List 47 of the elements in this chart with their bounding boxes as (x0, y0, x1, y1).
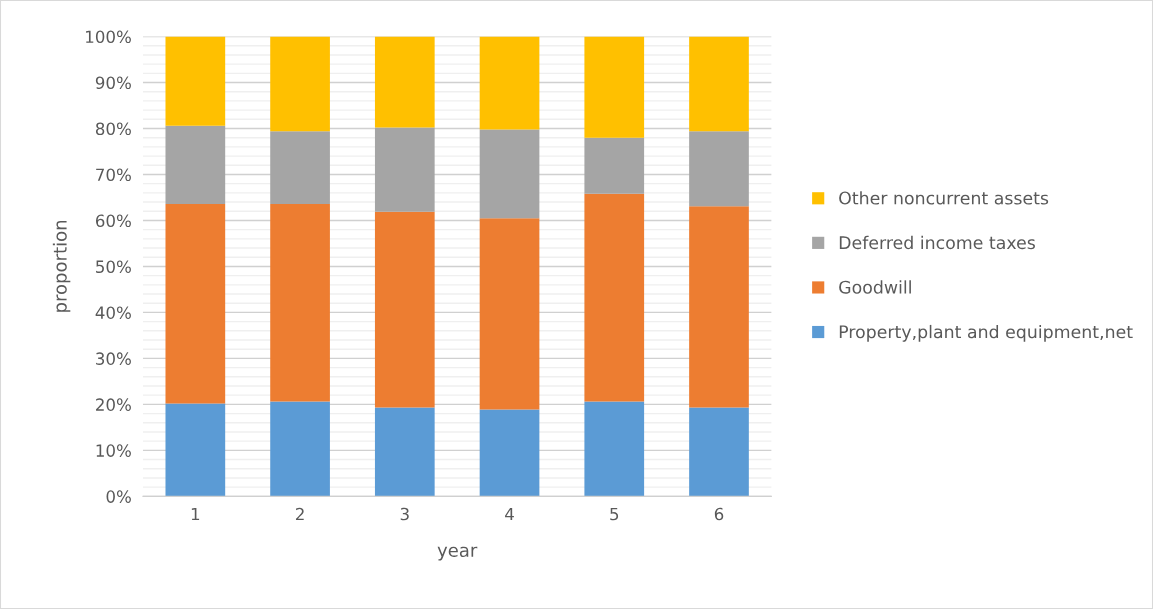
y-tick-label: 10% (96, 444, 131, 457)
legend-label: Goodwill (839, 280, 911, 294)
x-tick-label: 2 (295, 507, 304, 521)
bar (479, 129, 540, 219)
y-tick-label: 40% (95, 306, 131, 319)
bar (270, 36, 330, 132)
x-tick-label: 1 (191, 507, 200, 521)
y-tick-label: 20% (96, 398, 131, 411)
bar (374, 127, 435, 212)
y-axis-title: proportion (52, 220, 71, 312)
bar (270, 131, 330, 204)
bar (165, 36, 226, 126)
y-tick-label: 50% (96, 260, 131, 274)
y-tick-label: 30% (96, 352, 131, 365)
bar (479, 218, 540, 410)
bar (479, 36, 540, 130)
y-tick-label: 0% (106, 490, 131, 503)
bar (270, 203, 330, 402)
legend-label: Other noncurrent assets (839, 191, 1049, 205)
bar (270, 401, 330, 497)
y-tick-label: 80% (95, 122, 131, 136)
bar (165, 403, 226, 497)
y-tick-label: 70% (96, 168, 131, 182)
bar (584, 137, 645, 194)
x-tick-label: 6 (714, 507, 724, 521)
y-tick-label: 60% (95, 214, 131, 228)
legend-label: Property,plant and equipment,net (839, 324, 1133, 342)
bar (374, 407, 435, 497)
y-tick-label: 100% (86, 30, 131, 44)
bar (584, 193, 645, 402)
x-tick-label: 3 (400, 507, 409, 521)
bar (165, 203, 226, 404)
bar (689, 131, 749, 207)
x-axis-title: year (437, 546, 478, 561)
bar (479, 409, 540, 497)
bar (165, 125, 226, 204)
bar (689, 36, 749, 132)
bar (374, 36, 435, 128)
bar (689, 206, 749, 408)
bar (584, 36, 645, 138)
bar (374, 211, 435, 408)
y-tick-label: 90% (95, 76, 131, 90)
x-tick-label: 5 (610, 507, 619, 521)
bar (689, 407, 749, 497)
legend-label: Deferred income taxes (839, 235, 1035, 250)
bar (584, 401, 645, 497)
x-tick-label: 4 (505, 507, 514, 521)
